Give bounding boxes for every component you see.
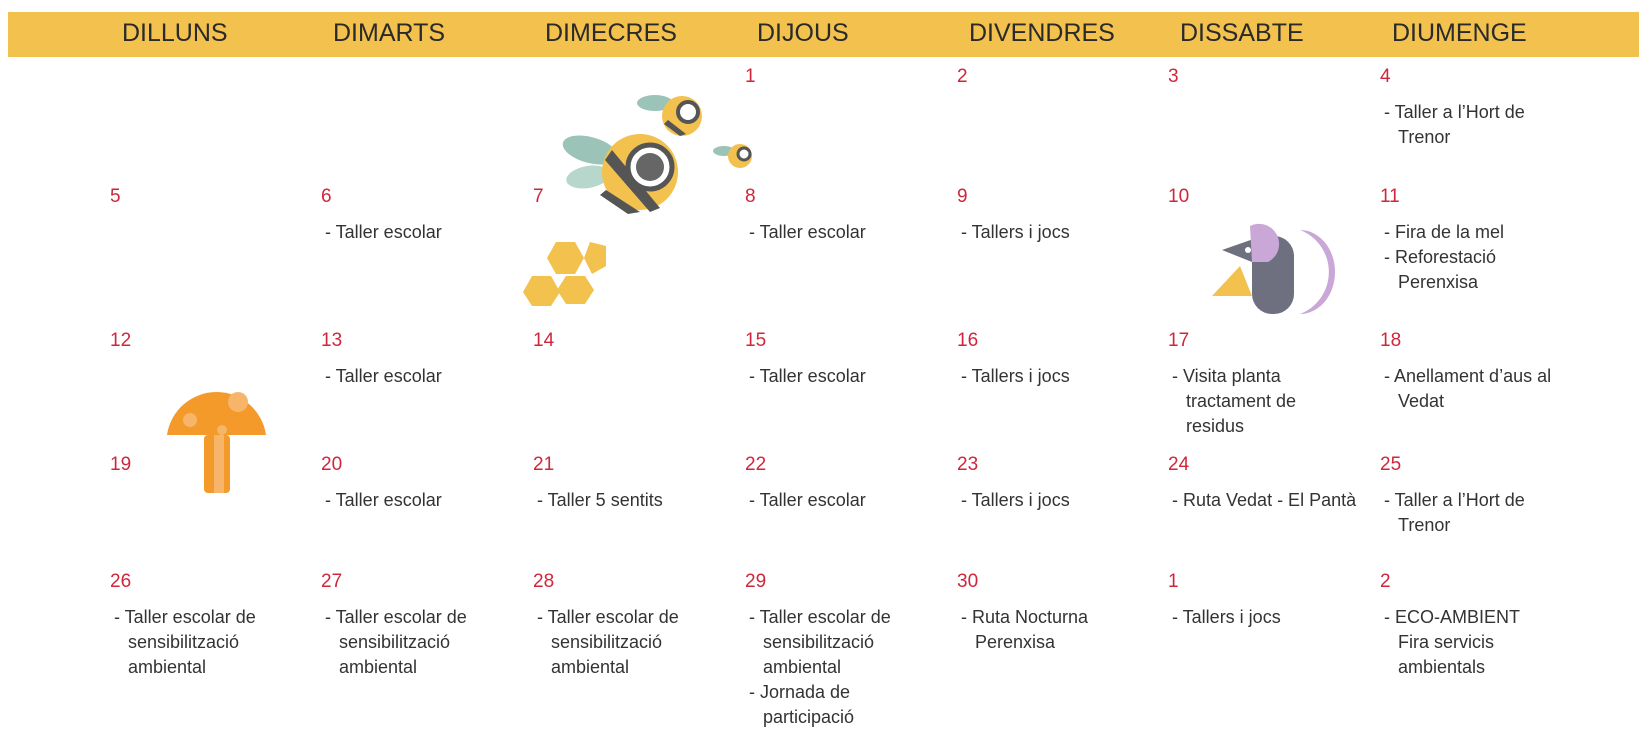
weekday-header: DIJOUS <box>757 19 849 47</box>
weekday-header: DILLUNS <box>122 19 228 47</box>
day-number: 2 <box>1380 571 1391 592</box>
day-number: 19 <box>110 454 132 475</box>
event: - Taller escolar de sensibilització ambi… <box>114 607 256 677</box>
day-number: 21 <box>533 454 555 475</box>
event: - Taller 5 sentits <box>537 490 663 510</box>
day-number: 7 <box>533 186 544 207</box>
event: - Taller escolar <box>325 222 442 242</box>
event: - Taller escolar <box>749 366 866 386</box>
day-number: 4 <box>1380 66 1391 87</box>
honeycomb <box>523 242 606 306</box>
event: - Taller escolar <box>325 490 442 510</box>
day-number: 25 <box>1380 454 1402 475</box>
weekday-header: DIMARTS <box>333 19 446 47</box>
weekday-header: DIUMENGE <box>1392 19 1527 47</box>
event: - Taller escolar de sensibilització ambi… <box>537 607 679 677</box>
day-number: 10 <box>1168 186 1190 207</box>
day-number: 29 <box>745 571 767 592</box>
event: - Jornada de participació <box>749 682 855 727</box>
day-number: 28 <box>533 571 555 592</box>
event: - Taller a l’Hort de Trenor <box>1384 490 1525 535</box>
day-number: 13 <box>321 330 343 351</box>
bee-tiny <box>713 144 752 168</box>
event: - Taller escolar <box>749 490 866 510</box>
day-number: 15 <box>745 330 767 351</box>
event: - ECO-AMBIENT Fira servicis ambientals <box>1384 607 1521 677</box>
event: - Taller escolar <box>749 222 866 242</box>
day-number: 6 <box>321 186 332 207</box>
day-number: 9 <box>957 186 968 207</box>
day-number: 26 <box>110 571 132 592</box>
day-number: 22 <box>745 454 767 475</box>
day-number: 17 <box>1168 330 1190 351</box>
event: - Ruta Nocturna Perenxisa <box>961 607 1089 652</box>
weekday-header: DIVENDRES <box>969 19 1115 47</box>
day-number: 8 <box>745 186 756 207</box>
event: - Reforestació Perenxisa <box>1384 247 1497 292</box>
day-number: 14 <box>533 330 555 351</box>
day-number: 18 <box>1380 330 1402 351</box>
day-number: 1 <box>1168 571 1179 592</box>
weekday-header: DIMECRES <box>545 19 677 47</box>
day-number: 24 <box>1168 454 1190 475</box>
day-number: 3 <box>1168 66 1179 87</box>
event: - Tallers i jocs <box>961 366 1070 386</box>
day-number: 2 <box>957 66 968 87</box>
event: - Fira de la mel <box>1384 222 1505 242</box>
event: - Tallers i jocs <box>1172 607 1281 627</box>
event: - Taller escolar de sensibilització ambi… <box>325 607 467 677</box>
event: - Tallers i jocs <box>961 490 1070 510</box>
event: - Taller escolar <box>325 366 442 386</box>
day-number: 20 <box>321 454 343 475</box>
bee-large <box>562 134 678 214</box>
bee-small <box>637 95 702 136</box>
day-number: 12 <box>110 330 132 351</box>
mouse <box>1212 223 1335 314</box>
day-number: 16 <box>957 330 979 351</box>
day-number: 5 <box>110 186 121 207</box>
day-number: 23 <box>957 454 979 475</box>
day-number: 27 <box>321 571 343 592</box>
day-number: 30 <box>957 571 979 592</box>
event: - Visita planta tractament de residus <box>1172 366 1297 436</box>
event: - Tallers i jocs <box>961 222 1070 242</box>
event: - Ruta Vedat - El Pantà <box>1172 490 1357 510</box>
event: - Taller escolar de sensibilització ambi… <box>749 607 891 677</box>
mushroom <box>167 392 266 493</box>
event: - Anellament d’aus al Vedat <box>1384 366 1552 411</box>
day-number: 11 <box>1380 186 1400 207</box>
weekday-header: DISSABTE <box>1180 19 1304 47</box>
event: - Taller a l’Hort de Trenor <box>1384 102 1525 147</box>
header-bar <box>8 12 1639 57</box>
day-number: 1 <box>745 66 756 87</box>
